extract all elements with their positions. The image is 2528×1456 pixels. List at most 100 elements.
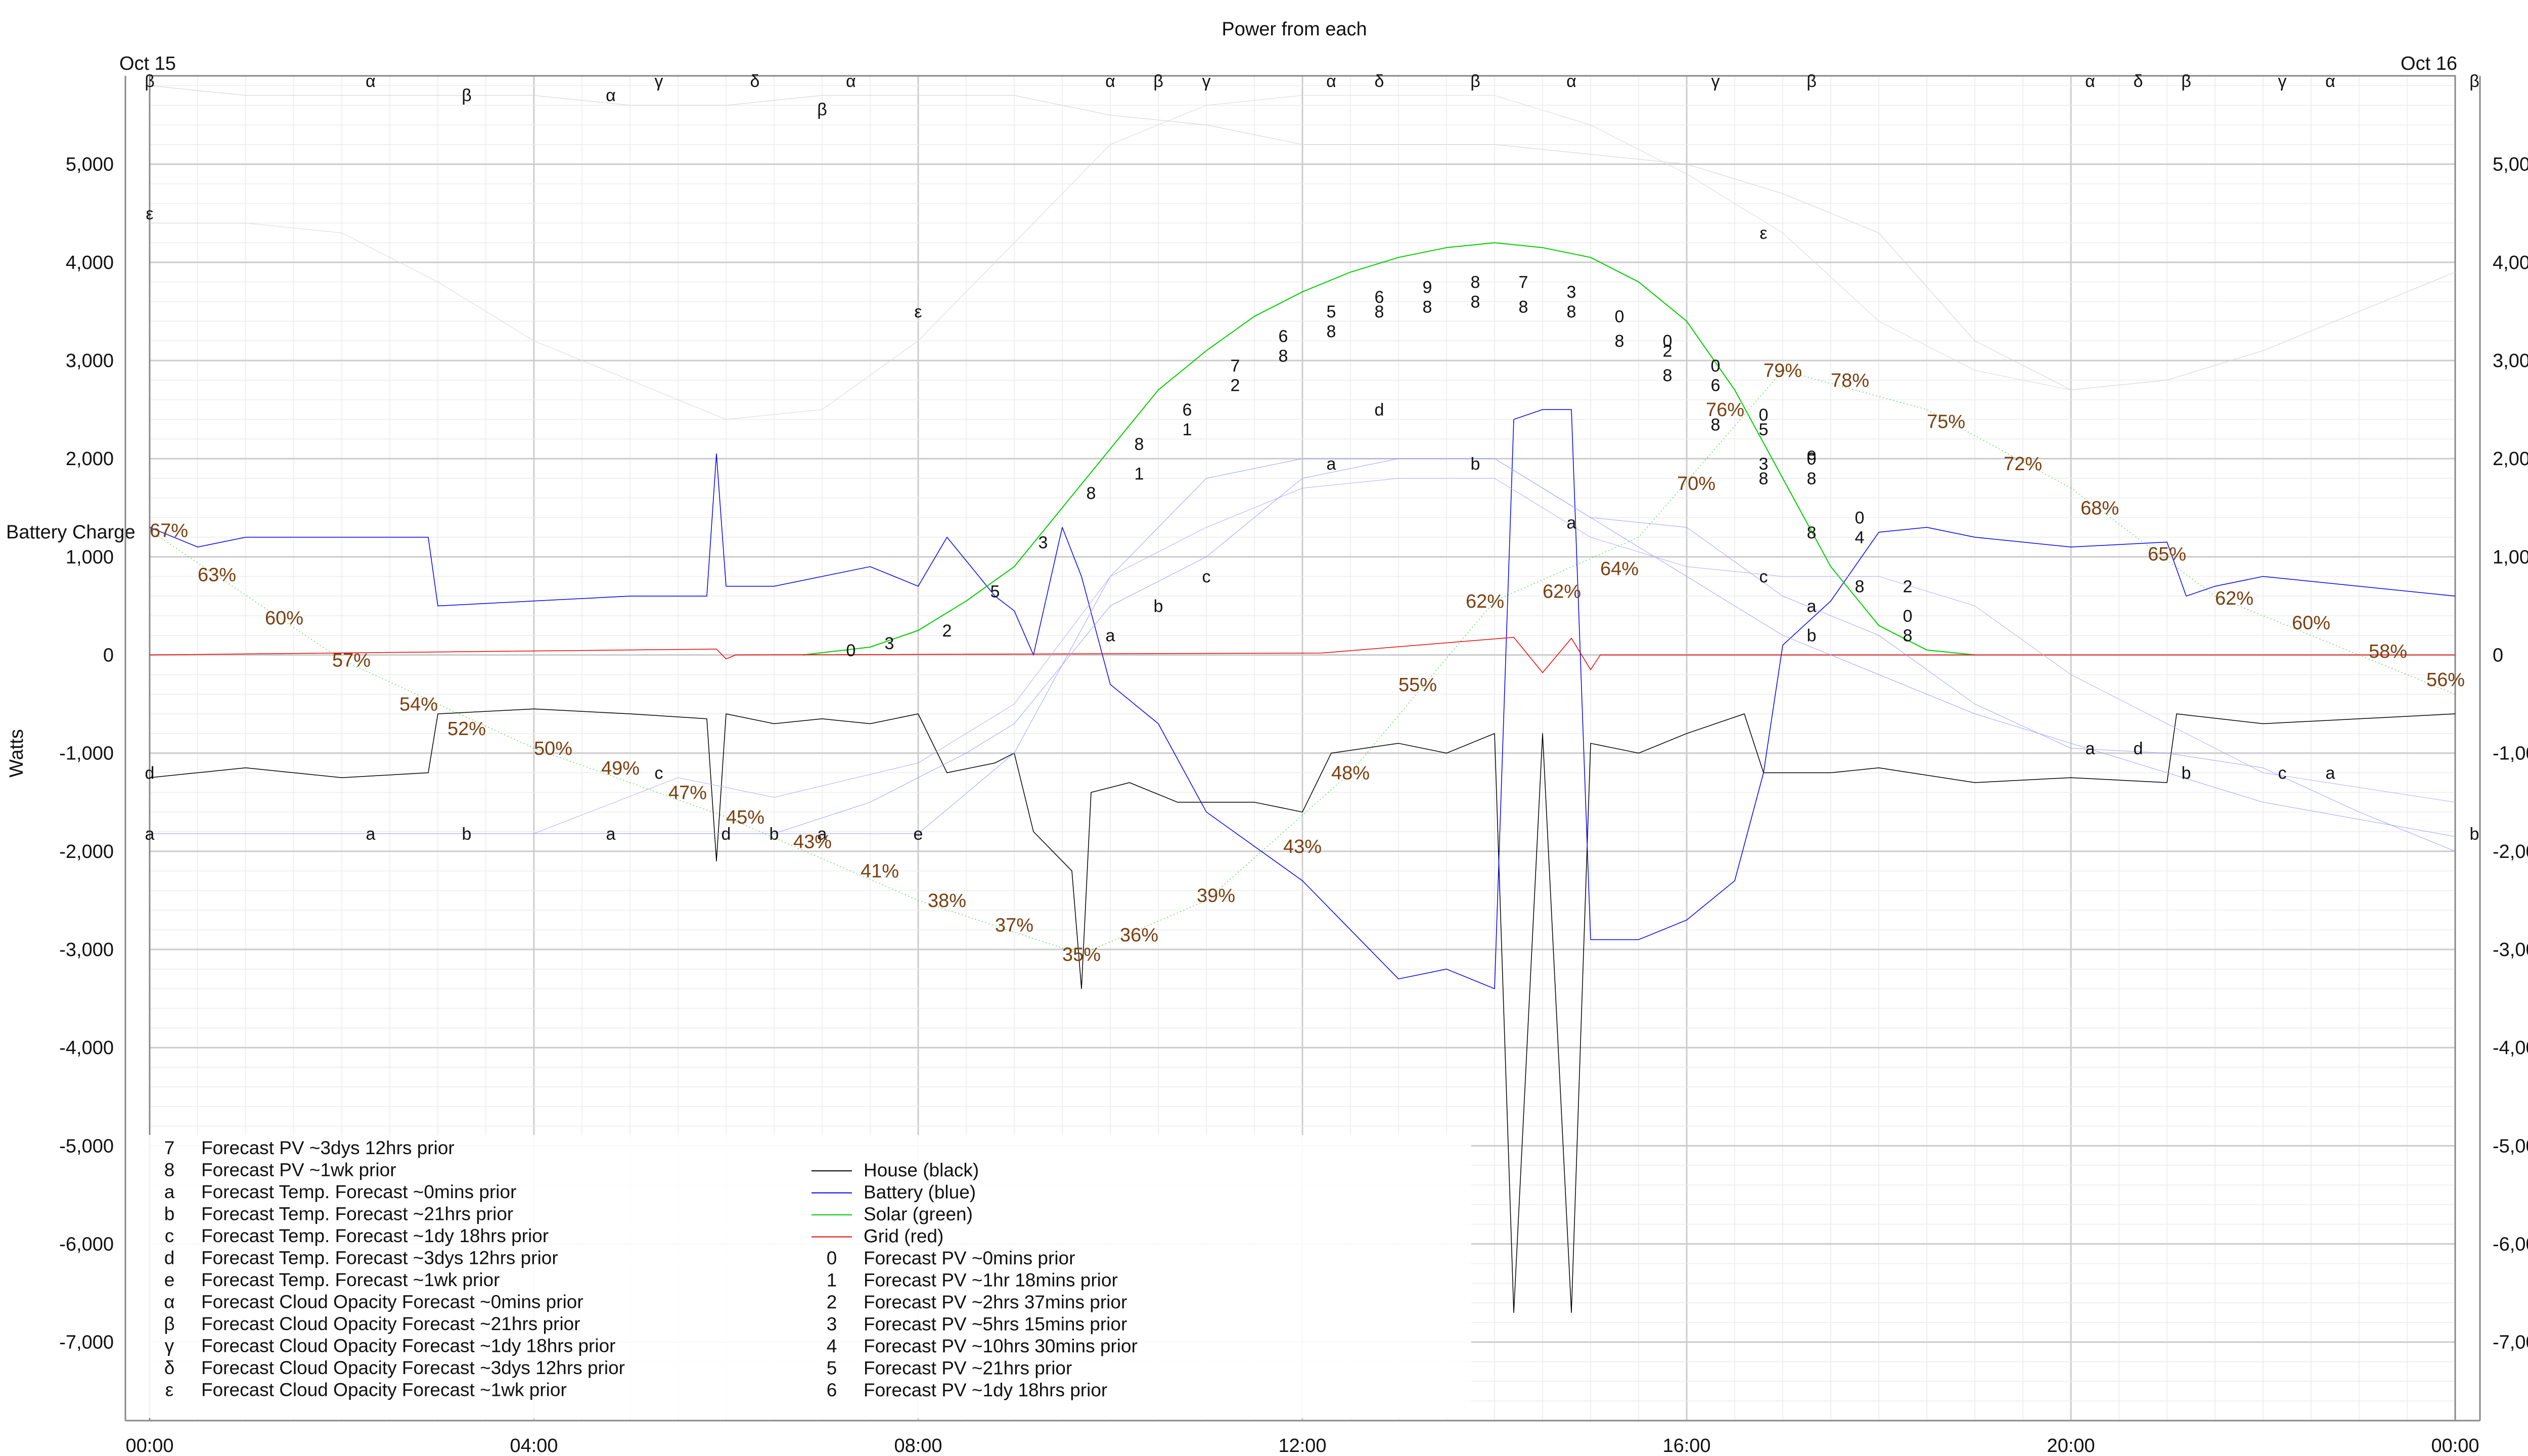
- legend-entry: Forecast PV ~21hrs prior: [864, 1358, 1072, 1379]
- legend-symbol: c: [165, 1225, 174, 1246]
- chart-title: Power from each: [1222, 19, 1367, 40]
- cloud-forecast-marker: δ: [2134, 72, 2143, 91]
- cloud-forecast-marker: α: [2085, 72, 2095, 91]
- pv-forecast-marker: 8: [1087, 484, 1096, 503]
- x-tick-labels: 00:00 04:00 08:00 12:00 16:00 20:00 00:00: [125, 1435, 2479, 1456]
- legend-entry: Battery (blue): [864, 1182, 976, 1203]
- forecast-letter-marker: a: [1327, 454, 1336, 474]
- y-tick-labels: 5,000 5,000 4,000 4,000 3,000 3,000 2,000 2,000…: [59, 154, 2528, 1353]
- legend-symbol: b: [164, 1204, 175, 1224]
- battery-charge-percent: 37%: [995, 915, 1033, 936]
- forecast-letter-marker: b: [770, 825, 779, 844]
- pv-forecast-marker: 8: [1519, 297, 1528, 316]
- pv-forecast-marker: 0: [1759, 405, 1769, 425]
- forecast-letter-marker: ε: [914, 302, 922, 322]
- cloud-forecast-marker: β: [1153, 72, 1163, 91]
- battery-charge-percent: 62%: [1543, 581, 1581, 602]
- pv-forecast-marker: 5: [990, 582, 1000, 601]
- battery-charge-percent: 65%: [2148, 544, 2186, 565]
- battery-charge-percent: 43%: [1283, 836, 1322, 857]
- forecast-letter-marker: a: [145, 825, 155, 844]
- pv-forecast-marker: 2: [1903, 577, 1913, 597]
- pv-forecast-marker: 0: [1807, 449, 1817, 469]
- legend-entry: Grid (red): [864, 1226, 943, 1247]
- y-tick-label-left: -6,000: [59, 1234, 114, 1255]
- battery-charge-percent: 56%: [2426, 669, 2465, 691]
- y-tick-label-right: -3,000: [2493, 939, 2528, 961]
- legend-symbol: ε: [165, 1380, 174, 1400]
- y-tick-label-left: 5,000: [66, 154, 114, 175]
- pv-forecast-marker: 8: [1471, 293, 1480, 312]
- cloud-forecast-marker: δ: [1375, 72, 1384, 91]
- cloud-forecast-marker: γ: [2278, 72, 2287, 91]
- y-tick-label-right: 0: [2493, 645, 2503, 666]
- pv-forecast-marker: 6: [1279, 327, 1288, 346]
- y-tick-label-right: 3,000: [2493, 350, 2528, 372]
- forecast-letter-marker: b: [2470, 825, 2479, 844]
- pv-forecast-marker: 8: [1279, 346, 1288, 366]
- battery-charge-percent: 60%: [265, 608, 303, 629]
- forecast-letter-marker: d: [1375, 400, 1384, 420]
- series-lines: [149, 85, 2456, 1313]
- y-tick-label-right: 1,000: [2493, 547, 2528, 568]
- legend-entry: Forecast Temp. Forecast ~1wk prior: [201, 1269, 500, 1290]
- pv-forecast-marker: 2: [942, 621, 952, 641]
- legend-symbol: d: [164, 1248, 175, 1268]
- series-line: [150, 458, 2456, 837]
- legend-symbol: 7: [164, 1138, 175, 1158]
- pv-forecast-marker: 3: [1039, 533, 1048, 552]
- battery-charge-percent: 57%: [332, 650, 371, 671]
- forecast-letter-marker: d: [721, 825, 731, 844]
- pv-forecast-marker: 0: [1615, 307, 1624, 327]
- forecast-letter-marker: ε: [146, 204, 153, 223]
- battery-charge-percent: 78%: [1831, 370, 1869, 391]
- pv-forecast-marker: 2: [1231, 376, 1240, 395]
- battery-charge-percent: 41%: [861, 861, 899, 882]
- battery-charge-percent: 70%: [1677, 473, 1716, 494]
- forecast-letter-marker: a: [2086, 739, 2095, 758]
- pv-forecast-marker: 8: [1759, 469, 1769, 488]
- forecast-letter-marker: d: [145, 764, 155, 783]
- series-line: [149, 636, 2455, 673]
- battery-charge-percent: 35%: [1062, 944, 1101, 966]
- battery-charge-percent: 52%: [447, 718, 486, 740]
- pv-forecast-marker: 8: [1375, 302, 1384, 322]
- pv-forecast-marker: 8: [1807, 469, 1817, 488]
- forecast-letter-marker: a: [818, 825, 827, 844]
- pv-forecast-marker: 8: [1855, 577, 1865, 597]
- pv-forecast-marker: 8: [1471, 273, 1480, 292]
- battery-charge-line: [149, 370, 2456, 955]
- pv-forecast-marker: 1: [1135, 464, 1144, 483]
- y-tick-label-left: -3,000: [59, 939, 114, 961]
- legend-symbol: 3: [827, 1314, 837, 1335]
- y-axis-label-left: Watts: [6, 729, 27, 778]
- y-tick-label-right: -4,000: [2493, 1037, 2528, 1059]
- y-tick-label-right: 2,000: [2493, 448, 2528, 470]
- pv-forecast-marker: 3: [1759, 454, 1769, 474]
- legend: 7 Forecast PV ~3dys 12hrs prior 8 Forecast …: [131, 1135, 1471, 1418]
- forecast-letter-marker: c: [2278, 764, 2287, 783]
- x-tick-label: 08:00: [894, 1435, 942, 1456]
- cloud-forecast-marker: α: [1566, 72, 1576, 91]
- battery-charge-percent: 43%: [793, 831, 832, 852]
- pv-forecast-marker: 2: [1663, 342, 1673, 361]
- legend-entry: Forecast PV ~5hrs 15mins prior: [864, 1314, 1127, 1335]
- x-tick-label: 16:00: [1662, 1435, 1710, 1456]
- battery-charge-percent: 62%: [1466, 591, 1504, 612]
- legend-background: [131, 1135, 1471, 1418]
- pv-forecast-marker: 8: [1807, 523, 1817, 542]
- pv-forecast-marker: 0: [846, 641, 856, 660]
- series-line: [150, 478, 2456, 834]
- cloud-forecast-marker: α: [846, 72, 856, 91]
- cloud-forecast-marker: α: [606, 86, 616, 105]
- forecast-letter-marker: b: [2182, 764, 2191, 783]
- pv-forecast-marker: 8: [1615, 332, 1624, 351]
- y-tick-label-left: -1,000: [59, 743, 114, 764]
- cloud-forecast-marker: γ: [655, 72, 663, 91]
- battery-charge-percent: 63%: [198, 564, 236, 585]
- battery-charge-percent: 76%: [1706, 399, 1744, 421]
- cloud-forecast-marker: β: [817, 100, 827, 119]
- pv-forecast-marker: 0: [1903, 607, 1913, 626]
- legend-entry: House (black): [864, 1160, 979, 1180]
